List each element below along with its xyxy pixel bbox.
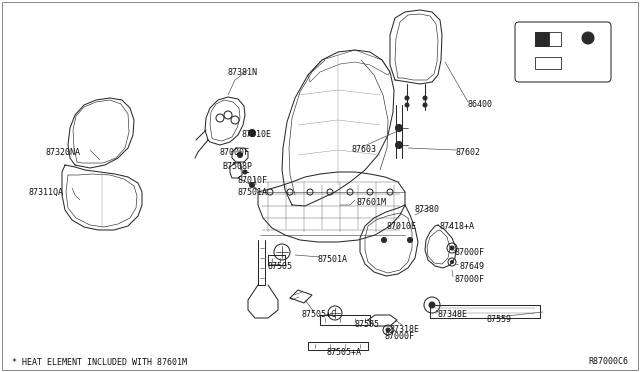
Text: 87602: 87602 [456, 148, 481, 157]
Circle shape [383, 325, 393, 335]
Circle shape [287, 189, 293, 195]
Text: 87649: 87649 [460, 262, 485, 271]
Circle shape [405, 96, 409, 100]
Circle shape [307, 189, 313, 195]
Text: 87418+A: 87418+A [440, 222, 475, 231]
Text: 87000F: 87000F [455, 248, 485, 257]
Text: 87000F: 87000F [220, 148, 250, 157]
Circle shape [250, 183, 255, 187]
Circle shape [267, 189, 273, 195]
Circle shape [347, 189, 353, 195]
Text: 87505+A: 87505+A [327, 348, 362, 357]
Circle shape [248, 129, 255, 137]
Text: 87380: 87380 [415, 205, 440, 214]
Bar [535, 57, 561, 69]
Text: 87000F: 87000F [455, 275, 485, 284]
Text: 87505: 87505 [355, 320, 380, 329]
Circle shape [408, 237, 413, 243]
Circle shape [237, 153, 243, 157]
Circle shape [424, 297, 440, 313]
Circle shape [582, 32, 594, 44]
Circle shape [396, 125, 403, 131]
Circle shape [447, 243, 457, 253]
Circle shape [216, 114, 224, 122]
Circle shape [448, 258, 456, 266]
Text: 87318E: 87318E [390, 325, 420, 334]
Circle shape [381, 237, 387, 243]
Text: 87505+C: 87505+C [302, 310, 337, 319]
Circle shape [367, 189, 373, 195]
Circle shape [386, 328, 390, 332]
Circle shape [231, 116, 239, 124]
Text: 87000F: 87000F [385, 332, 415, 341]
Text: B7508P: B7508P [222, 162, 252, 171]
Text: 87010E: 87010E [387, 222, 417, 231]
Text: 87505: 87505 [268, 262, 293, 271]
Text: 87603: 87603 [352, 145, 377, 154]
Circle shape [451, 260, 454, 263]
Circle shape [327, 189, 333, 195]
Text: 87348E: 87348E [438, 310, 468, 319]
Text: 87320NA: 87320NA [45, 148, 80, 157]
FancyBboxPatch shape [515, 22, 611, 82]
Bar [535, 32, 549, 46]
Text: * HEAT ELEMENT INCLUDED WITH 87601M: * HEAT ELEMENT INCLUDED WITH 87601M [12, 358, 187, 367]
Circle shape [423, 103, 427, 107]
Text: 87501A: 87501A [318, 255, 348, 264]
Circle shape [429, 302, 435, 308]
Circle shape [243, 170, 247, 174]
Circle shape [274, 244, 290, 260]
Circle shape [450, 246, 454, 250]
Text: 87311QA: 87311QA [28, 188, 63, 197]
Circle shape [328, 306, 342, 320]
Circle shape [224, 111, 232, 119]
Circle shape [405, 103, 409, 107]
Circle shape [387, 189, 393, 195]
Circle shape [423, 96, 427, 100]
Text: 87010E: 87010E [242, 130, 272, 139]
Text: 87601M: 87601M [357, 198, 387, 207]
Bar [535, 32, 561, 46]
Text: 86400: 86400 [468, 100, 493, 109]
Circle shape [396, 141, 403, 148]
Text: 87381N: 87381N [228, 68, 258, 77]
Text: R87000C6: R87000C6 [588, 357, 628, 366]
Text: 87559: 87559 [487, 315, 512, 324]
Text: 87501A: 87501A [237, 188, 267, 197]
Text: 87010F: 87010F [237, 176, 267, 185]
